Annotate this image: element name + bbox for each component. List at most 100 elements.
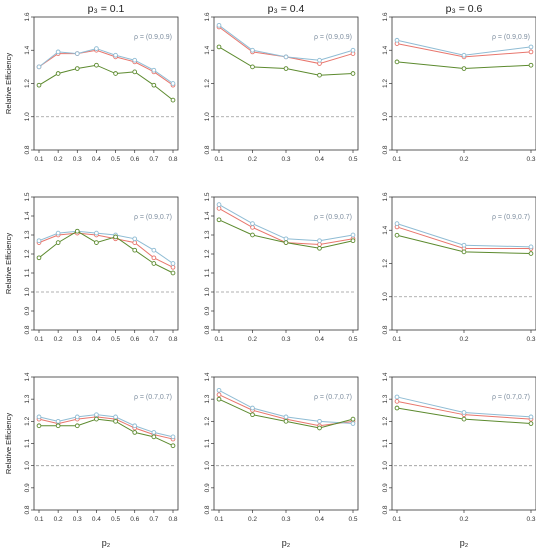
data-point-red	[170, 264, 176, 270]
data-point-blue	[317, 418, 322, 424]
y-tick-label: 0.8	[204, 145, 211, 154]
data-point-green	[55, 423, 61, 429]
x-tick-label: 0.3	[526, 336, 535, 343]
y-tick-label: 1.2	[382, 259, 389, 268]
data-point-blue	[74, 51, 80, 56]
data-point-green	[528, 251, 534, 256]
data-point-green	[250, 412, 255, 418]
series-line-blue	[38, 230, 174, 264]
rho-annotation: ρ = (0.7,0.7)	[314, 394, 352, 401]
x-axis-label-col-1: p₂	[102, 538, 111, 548]
y-tick-label: 1.0	[382, 461, 389, 470]
data-point-green	[394, 405, 400, 411]
series-line-blue	[38, 48, 174, 84]
panel-frame-4	[33, 196, 179, 331]
rho-annotation: ρ = (0.9,0.7)	[314, 214, 352, 221]
data-point-blue	[250, 47, 255, 53]
y-tick-label: 1.1	[204, 268, 211, 277]
y-tick-label: 1.4	[204, 372, 211, 381]
data-point-blue	[113, 414, 118, 420]
x-tick-label: 0.2	[459, 516, 468, 523]
data-point-red	[216, 206, 222, 211]
x-tick-label: 0.4	[315, 516, 324, 523]
y-axis-label-row-2: Relative Efficiency	[4, 233, 13, 294]
data-point-red	[317, 242, 322, 247]
data-point-blue	[55, 230, 61, 236]
data-point-green	[170, 97, 176, 103]
data-point-blue	[216, 387, 222, 393]
y-tick-label: 1.4	[204, 45, 211, 54]
data-point-blue	[74, 414, 80, 420]
y-tick-label: 1.4	[382, 45, 389, 54]
data-point-blue	[283, 54, 289, 60]
x-tick-label: 0.1	[214, 156, 223, 163]
data-point-blue	[317, 57, 322, 63]
x-axis-label-col-3: p₂	[460, 538, 469, 548]
y-tick-label: 0.8	[204, 505, 211, 514]
data-point-green	[350, 71, 356, 76]
x-tick-label: 0.1	[392, 156, 401, 163]
column-title-1: p₃ = 0.1	[88, 3, 125, 15]
x-tick-label: 0.2	[459, 156, 468, 163]
x-tick-label: 0.6	[130, 336, 139, 343]
data-point-red	[132, 240, 138, 245]
data-point-blue	[317, 238, 322, 244]
x-tick-label: 0.3	[73, 156, 82, 163]
data-point-blue	[350, 421, 356, 426]
data-point-green	[317, 72, 322, 78]
y-tick-label: 1.0	[204, 112, 211, 121]
data-point-blue	[36, 64, 42, 70]
series-line-blue	[218, 204, 354, 242]
x-tick-label: 0.1	[214, 516, 223, 523]
y-tick-label: 0.8	[204, 325, 211, 334]
x-tick-label: 0.4	[315, 156, 324, 163]
y-tick-label: 1.1	[24, 268, 31, 277]
data-point-blue	[528, 44, 534, 50]
x-tick-label: 0.1	[34, 156, 43, 163]
y-tick-label: 1.0	[382, 292, 389, 301]
y-tick-label: 1.3	[382, 394, 389, 403]
data-point-green	[317, 425, 322, 431]
data-point-blue	[394, 221, 400, 226]
y-tick-label: 0.9	[204, 306, 211, 315]
y-tick-label: 1.0	[382, 112, 389, 121]
x-tick-label: 0.6	[130, 516, 139, 523]
y-tick-label: 1.4	[382, 225, 389, 234]
y-tick-label: 1.4	[204, 211, 211, 220]
data-point-green	[394, 59, 400, 65]
data-point-green	[461, 249, 467, 255]
x-tick-label: 0.5	[111, 336, 120, 343]
rho-annotation: ρ = (0.9,0.7)	[492, 214, 530, 221]
y-tick-label: 1.0	[24, 287, 31, 296]
y-tick-label: 1.4	[382, 372, 389, 381]
data-point-green	[170, 443, 176, 449]
data-point-green	[55, 240, 61, 245]
y-tick-label: 1.0	[204, 287, 211, 296]
rho-annotation: ρ = (0.9,0.9)	[492, 34, 530, 41]
x-tick-label: 0.7	[149, 336, 158, 343]
x-tick-label: 0.5	[111, 156, 120, 163]
data-point-green	[317, 245, 322, 251]
x-tick-label: 0.7	[149, 156, 158, 163]
data-point-green	[36, 423, 42, 429]
column-title-2: p₃ = 0.4	[268, 3, 305, 15]
x-tick-label: 0.4	[315, 336, 324, 343]
x-tick-label: 0.6	[130, 156, 139, 163]
rho-annotation: ρ = (0.9,0.9)	[134, 34, 172, 41]
y-tick-label: 1.2	[204, 416, 211, 425]
series-line-green	[218, 46, 354, 76]
y-tick-label: 1.0	[24, 112, 31, 121]
data-point-green	[283, 240, 289, 245]
data-point-green	[151, 82, 157, 88]
data-point-green	[132, 247, 138, 253]
x-tick-label: 0.5	[111, 516, 120, 523]
x-tick-label: 0.5	[348, 156, 357, 163]
y-tick-label: 0.8	[382, 325, 389, 334]
x-tick-label: 0.1	[392, 336, 401, 343]
data-point-blue	[461, 52, 467, 58]
data-point-green	[113, 418, 118, 424]
x-tick-label: 0.3	[73, 336, 82, 343]
data-point-green	[94, 416, 99, 422]
series-line-red	[38, 49, 174, 86]
x-tick-label: 0.3	[281, 336, 290, 343]
